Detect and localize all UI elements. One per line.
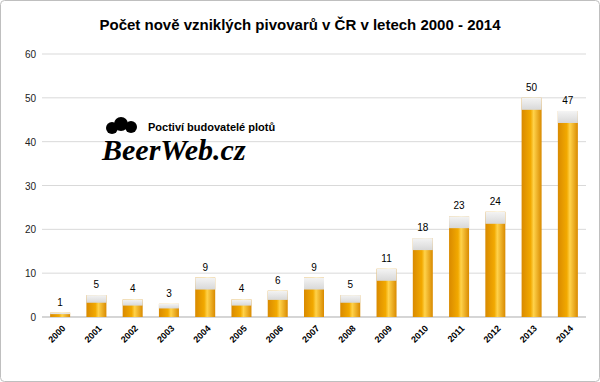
bar-foam: [268, 291, 288, 300]
bar-foam: [123, 299, 143, 305]
x-tick-label: 2008: [336, 323, 357, 344]
chart: Počet nově vzniklých pivovarů v ČR v let…: [0, 0, 600, 382]
y-tick-label: 30: [25, 181, 37, 192]
x-tick-label: 2007: [300, 323, 321, 344]
data-label: 47: [562, 95, 574, 106]
bar-foam: [340, 295, 360, 303]
bar: [449, 216, 469, 317]
bar: [485, 212, 505, 317]
x-tick-label: 2003: [155, 323, 176, 344]
bar: [231, 299, 251, 317]
bar-foam: [558, 111, 578, 123]
x-tick-label: 2013: [518, 323, 539, 344]
bar-foam: [86, 295, 106, 303]
grid-line: [42, 97, 586, 98]
bars: [50, 98, 578, 317]
x-tick-label: 2005: [228, 323, 249, 344]
bar-foam: [195, 278, 215, 290]
x-tick-label: 2002: [119, 323, 140, 344]
x-tick-label: 2010: [409, 323, 430, 344]
bar: [522, 98, 542, 317]
y-tick-label: 0: [30, 312, 36, 323]
data-label: 23: [454, 200, 466, 211]
y-tick-label: 10: [25, 268, 37, 279]
y-tick-label: 50: [25, 93, 37, 104]
grid-line: [42, 54, 586, 55]
data-label: 5: [347, 279, 353, 290]
bar-foam: [485, 212, 505, 224]
x-tick-label: 2014: [554, 323, 575, 344]
data-label: 4: [239, 283, 245, 294]
data-label: 18: [417, 222, 429, 233]
data-label: 4: [130, 283, 136, 294]
x-tick-label: 2006: [264, 323, 285, 344]
x-tick-label: 2009: [373, 323, 394, 344]
data-label: 24: [490, 196, 502, 207]
bar-foam: [522, 98, 542, 110]
data-label: 50: [526, 82, 538, 93]
bar: [304, 278, 324, 317]
x-tick-label: 2011: [446, 323, 467, 344]
bar-foam: [159, 304, 179, 309]
x-tick-label: 2001: [83, 323, 104, 344]
logo-text: BeerWeb.cz: [101, 133, 246, 166]
data-label: 9: [202, 262, 208, 273]
data-label: 6: [275, 275, 281, 286]
data-label: 5: [94, 279, 100, 290]
bar-foam: [449, 216, 469, 228]
bar: [123, 299, 143, 317]
frame: [1, 1, 600, 382]
bar: [195, 278, 215, 317]
bar: [86, 295, 106, 317]
bar: [268, 291, 288, 317]
bar-foam: [413, 238, 433, 250]
bar: [558, 111, 578, 317]
y-tick-label: 20: [25, 224, 37, 235]
bar: [50, 313, 70, 317]
bar: [159, 304, 179, 317]
bar: [413, 238, 433, 317]
bar-foam: [50, 313, 70, 315]
logo-tagline: Poctiví budovatelé plotů: [148, 121, 275, 133]
bar-foam: [377, 269, 397, 281]
data-label: 1: [57, 297, 63, 308]
bar: [340, 295, 360, 317]
bar-foam: [304, 278, 324, 290]
data-label: 9: [311, 262, 317, 273]
data-label: 3: [166, 288, 172, 299]
logo-icon: [106, 117, 137, 134]
y-tick-label: 60: [25, 49, 37, 60]
x-tick-label: 2000: [46, 323, 67, 344]
grid-line: [42, 185, 586, 186]
data-label: 11: [381, 253, 392, 264]
x-tick-label: 2004: [191, 323, 212, 344]
title: Počet nově vzniklých pivovarů v ČR v let…: [99, 16, 501, 33]
bar-foam: [231, 299, 251, 305]
y-tick-label: 40: [25, 137, 37, 148]
x-tick-label: 2012: [482, 323, 503, 344]
bar: [377, 269, 397, 317]
